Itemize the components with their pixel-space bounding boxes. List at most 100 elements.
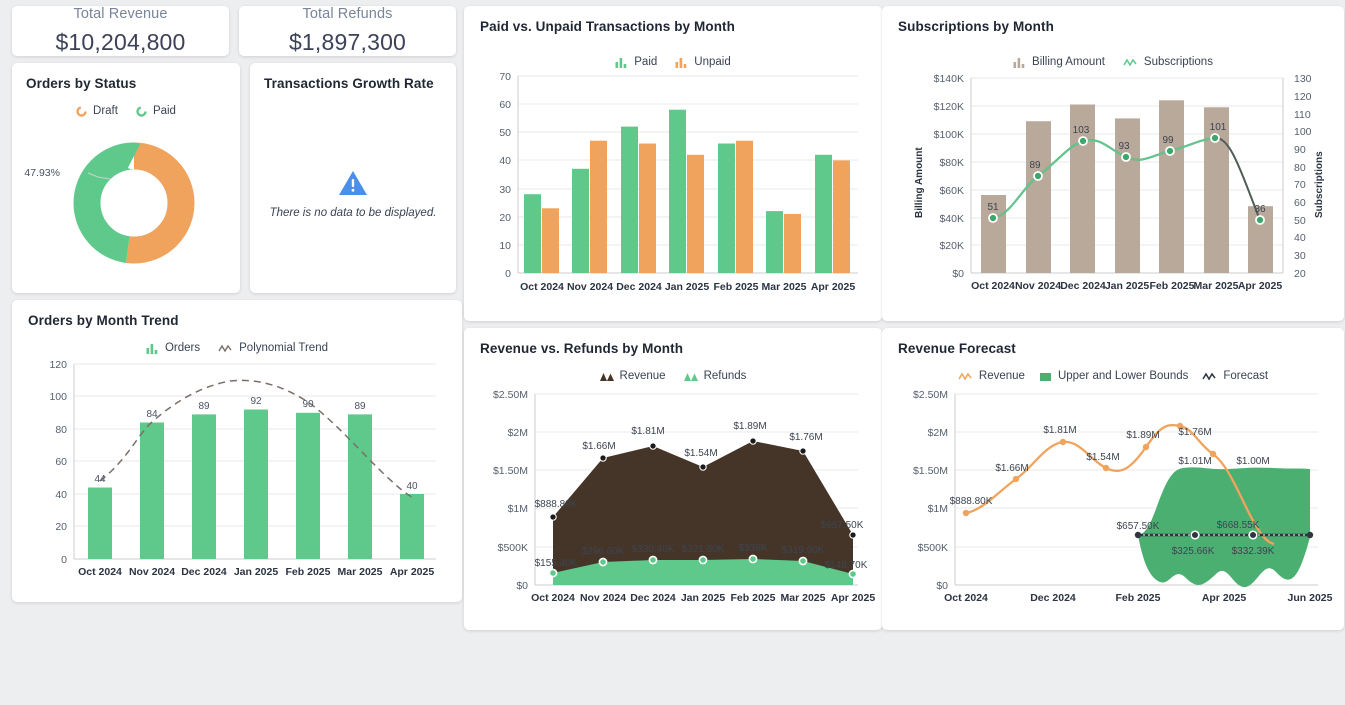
bar[interactable] bbox=[296, 412, 320, 559]
panel-orders-by-status[interactable]: Orders by Status Draft Paid bbox=[12, 63, 240, 293]
data-point[interactable] bbox=[1102, 464, 1110, 472]
data-point[interactable] bbox=[848, 569, 858, 579]
data-point[interactable] bbox=[962, 509, 970, 517]
legend-item-bounds[interactable]: Upper and Lower Bounds bbox=[1039, 370, 1188, 382]
bar[interactable] bbox=[348, 414, 372, 559]
legend-item-draft[interactable]: Draft bbox=[76, 105, 118, 117]
panel-title: Subscriptions by Month bbox=[898, 19, 1054, 34]
svg-text:Dec 2024: Dec 2024 bbox=[181, 566, 227, 578]
bar[interactable] bbox=[542, 208, 559, 273]
bar[interactable] bbox=[1159, 100, 1184, 273]
bar[interactable] bbox=[784, 213, 801, 273]
bar-chart-icon bbox=[615, 57, 627, 68]
data-point[interactable] bbox=[549, 513, 557, 521]
area-revenue[interactable] bbox=[553, 441, 853, 585]
bar[interactable] bbox=[639, 143, 656, 274]
data-point[interactable] bbox=[749, 437, 757, 445]
panel-paid-vs-unpaid[interactable]: Paid vs. Unpaid Transactions by Month Pa… bbox=[464, 6, 882, 321]
chart-revenue-vs-refunds: $2.50M $2M $1.50M $1M $500K $0 bbox=[480, 382, 875, 617]
data-point[interactable] bbox=[1209, 450, 1217, 458]
warning-triangle-icon bbox=[339, 170, 367, 195]
revenue-forecast-wrap: Revenue Forecast Revenue Upper and Lower… bbox=[882, 321, 1345, 630]
bar[interactable] bbox=[766, 211, 783, 273]
legend-item-revenue[interactable]: Revenue bbox=[958, 370, 1025, 382]
panel-subscriptions-by-month[interactable]: Subscriptions by Month Billing Amount bbox=[882, 6, 1344, 321]
data-point[interactable] bbox=[1248, 530, 1258, 540]
bar[interactable] bbox=[981, 195, 1006, 273]
bar[interactable] bbox=[815, 154, 832, 273]
data-point[interactable] bbox=[599, 454, 607, 462]
forecast-bounds-band[interactable] bbox=[1138, 467, 1310, 588]
bar[interactable] bbox=[669, 109, 686, 273]
area-refunds[interactable] bbox=[553, 559, 853, 585]
data-point[interactable] bbox=[1121, 152, 1131, 162]
legend-item-paid[interactable]: Paid bbox=[136, 105, 176, 117]
panel-orders-by-month-trend[interactable]: Orders by Month Trend Orders bbox=[12, 300, 462, 602]
data-point[interactable] bbox=[548, 568, 558, 578]
data-point[interactable] bbox=[798, 556, 808, 566]
bar[interactable] bbox=[192, 414, 216, 559]
data-point[interactable] bbox=[1033, 171, 1043, 181]
panel-revenue-forecast[interactable]: Revenue Forecast Revenue Upper and Lower… bbox=[882, 328, 1344, 630]
bar[interactable] bbox=[718, 143, 735, 274]
kpi-card-total-revenue[interactable]: Total Revenue $10,204,800 bbox=[12, 6, 229, 56]
legend-item-unpaid[interactable]: Unpaid bbox=[675, 56, 731, 68]
revenue-value-labels: $888.80K $1.66M $1.81M $1.54M $1.89M $1.… bbox=[535, 421, 864, 531]
svg-text:$1.50M: $1.50M bbox=[493, 465, 528, 477]
kpi-card-total-refunds[interactable]: Total Refunds $1,897,300 bbox=[239, 6, 456, 56]
bar[interactable] bbox=[572, 168, 589, 273]
data-point[interactable] bbox=[699, 463, 707, 471]
bar[interactable] bbox=[1070, 104, 1095, 274]
bar[interactable] bbox=[244, 409, 268, 560]
data-point[interactable] bbox=[1255, 215, 1265, 225]
legend-item-orders[interactable]: Orders bbox=[146, 342, 200, 354]
legend-item-forecast[interactable]: Forecast bbox=[1202, 370, 1268, 382]
bar[interactable] bbox=[590, 140, 607, 273]
data-point[interactable] bbox=[799, 447, 807, 455]
legend-item-subscriptions[interactable]: Subscriptions bbox=[1123, 56, 1213, 68]
data-point[interactable] bbox=[648, 555, 658, 565]
data-point[interactable] bbox=[1078, 136, 1088, 146]
bar[interactable] bbox=[687, 154, 704, 273]
data-point[interactable] bbox=[1012, 475, 1020, 483]
bar[interactable] bbox=[736, 140, 753, 273]
kpi-value: $1,897,300 bbox=[288, 29, 407, 55]
bar[interactable] bbox=[140, 422, 164, 560]
data-point[interactable] bbox=[1134, 531, 1142, 539]
panel-revenue-vs-refunds[interactable]: Revenue vs. Refunds by Month Revenue Ref… bbox=[464, 328, 882, 630]
data-point[interactable] bbox=[1176, 422, 1184, 430]
data-point[interactable] bbox=[698, 555, 708, 565]
svg-text:100: 100 bbox=[49, 391, 67, 403]
svg-text:$319.60K: $319.60K bbox=[782, 545, 825, 556]
data-point[interactable] bbox=[649, 442, 657, 450]
legend-item-billing-amount[interactable]: Billing Amount bbox=[1013, 56, 1105, 68]
y-axis-ticks: 70 60 50 40 30 20 10 0 bbox=[499, 71, 511, 280]
bar[interactable] bbox=[833, 160, 850, 273]
bar[interactable] bbox=[1026, 121, 1051, 273]
svg-text:$1.81M: $1.81M bbox=[631, 426, 664, 437]
legend-item-polynomial-trend[interactable]: Polynomial Trend bbox=[218, 342, 328, 354]
data-point[interactable] bbox=[849, 531, 857, 539]
data-point[interactable] bbox=[988, 213, 998, 223]
data-point[interactable] bbox=[598, 557, 608, 567]
bar[interactable] bbox=[1115, 118, 1140, 274]
legend-item-paid[interactable]: Paid bbox=[615, 56, 657, 68]
panel-title: Transactions Growth Rate bbox=[264, 76, 434, 91]
data-point[interactable] bbox=[1142, 443, 1150, 451]
data-point[interactable] bbox=[1059, 438, 1067, 446]
data-point[interactable] bbox=[1306, 531, 1314, 539]
bar[interactable] bbox=[400, 494, 424, 559]
data-point[interactable] bbox=[748, 554, 758, 564]
data-point[interactable] bbox=[1210, 133, 1220, 143]
donut-slice-paid[interactable] bbox=[73, 142, 195, 264]
svg-text:Oct 2024: Oct 2024 bbox=[78, 566, 122, 578]
data-point[interactable] bbox=[1165, 146, 1175, 156]
bar[interactable] bbox=[621, 126, 638, 273]
legend-item-revenue[interactable]: Revenue bbox=[599, 370, 666, 382]
bar[interactable] bbox=[88, 487, 112, 560]
panel-transactions-growth-rate[interactable]: Transactions Growth Rate There is no dat… bbox=[250, 63, 456, 293]
data-point[interactable] bbox=[1190, 530, 1200, 540]
bar[interactable] bbox=[524, 194, 541, 273]
svg-text:$330.40K: $330.40K bbox=[632, 544, 675, 555]
legend-item-refunds[interactable]: Refunds bbox=[683, 370, 746, 382]
